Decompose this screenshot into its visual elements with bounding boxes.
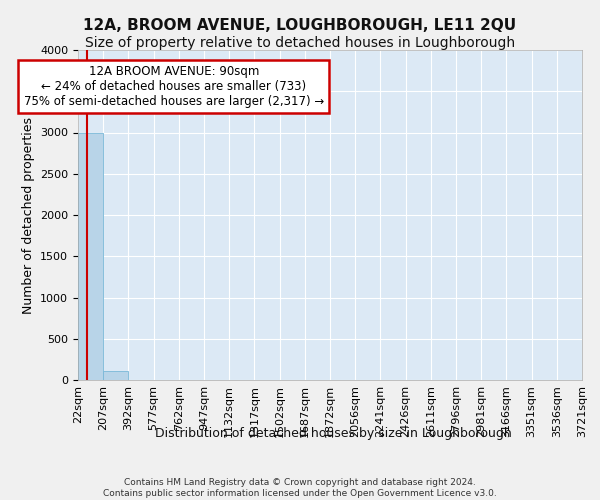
Text: Size of property relative to detached houses in Loughborough: Size of property relative to detached ho… (85, 36, 515, 50)
Text: 12A BROOM AVENUE: 90sqm
← 24% of detached houses are smaller (733)
75% of semi-d: 12A BROOM AVENUE: 90sqm ← 24% of detache… (23, 65, 324, 108)
Text: 12A, BROOM AVENUE, LOUGHBOROUGH, LE11 2QU: 12A, BROOM AVENUE, LOUGHBOROUGH, LE11 2Q… (83, 18, 517, 32)
Text: Contains HM Land Registry data © Crown copyright and database right 2024.
Contai: Contains HM Land Registry data © Crown c… (103, 478, 497, 498)
Y-axis label: Number of detached properties: Number of detached properties (22, 116, 35, 314)
Text: Distribution of detached houses by size in Loughborough: Distribution of detached houses by size … (155, 428, 511, 440)
Bar (103, 371, 128, 380)
Bar (78, 132, 103, 380)
